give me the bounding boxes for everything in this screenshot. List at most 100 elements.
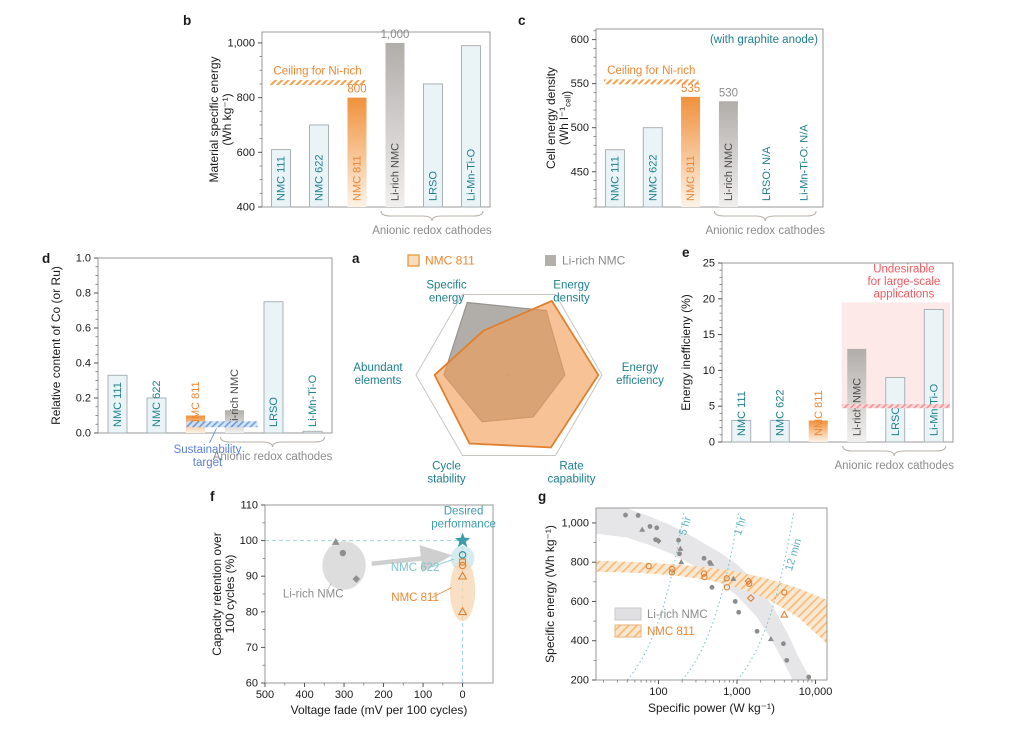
x-tick-label: 300 [335, 689, 353, 701]
bar-nmc-111 [107, 374, 128, 434]
radar-axis-label: energy [429, 292, 464, 304]
bar-category-label: NMC 111 [276, 156, 288, 201]
y-tick-label: 70 [246, 642, 258, 654]
radar-axis-label: Specific [426, 279, 467, 291]
plot-frame [261, 31, 491, 208]
plot-frame [595, 28, 824, 208]
undesirable-label: applications [874, 288, 935, 300]
panel-letter: c [518, 13, 526, 28]
data-point-triangle [457, 606, 468, 616]
y-tick-label: 0 [709, 437, 715, 449]
y-axis-title: 100 cycles (%) [223, 555, 237, 634]
panel-letter: e [682, 245, 690, 260]
group-label: NMC 622 [391, 562, 440, 574]
bar-li-rich-nmc [718, 101, 738, 207]
panel-note: (with graphite anode) [710, 34, 818, 46]
bar-value-label: 530 [719, 87, 738, 99]
data-point-c [654, 525, 660, 531]
clipped-layer [596, 508, 827, 680]
bar-nmc-811 [347, 97, 367, 207]
brace [219, 436, 326, 448]
legend-label-lirich: Li-rich NMC [562, 254, 626, 268]
group-label: NMC 811 [391, 592, 439, 604]
y-tick-label: 600 [571, 34, 589, 46]
data-point-diamond [352, 575, 361, 583]
x-tick-label: 0 [460, 689, 466, 701]
threshold-hatch-line [841, 404, 950, 409]
data-point-c [781, 589, 788, 596]
y-tick-label: 0.6 [76, 323, 91, 335]
ceiling-label: Ceiling for Ni-rich [607, 65, 695, 77]
y-tick-label: 110 [240, 500, 258, 512]
data-point-c [723, 575, 730, 582]
x-tick-label: 1,000 [723, 686, 751, 698]
brace [713, 210, 817, 222]
data-point-circle [458, 551, 467, 559]
y-tick-label: 0.0 [76, 428, 91, 440]
radar-axis-label: Abundant [353, 362, 403, 374]
bar-category-label: Li-Mn-Ti-O [928, 383, 940, 436]
brace [842, 445, 947, 457]
bar-li-rich-nmc [385, 42, 405, 207]
data-point-c [700, 570, 708, 577]
rate-line-12-min [736, 511, 795, 680]
bar-value-label: 535 [681, 83, 700, 95]
plot-frame [595, 507, 828, 681]
radar-axis-label: capability [548, 474, 596, 485]
x-tick-label: 100 [649, 686, 667, 698]
legend-label-lirich: Li-rich NMC [647, 609, 708, 621]
radar-axis-label: stability [427, 474, 466, 485]
data-point-t [677, 545, 684, 551]
data-point-triangle [331, 538, 340, 545]
radar-axis-label: Rate [559, 461, 583, 473]
data-point-c [647, 524, 653, 529]
data-point-d [746, 594, 755, 603]
pointer-line [209, 428, 217, 444]
panel-letter: a [352, 251, 360, 266]
star-marker [455, 532, 471, 548]
bar-li-mn-ti-o [923, 309, 944, 443]
data-point-c [723, 584, 731, 591]
radar-axis-label: density [553, 292, 590, 304]
bar-nmc-622 [769, 420, 790, 443]
data-point-c [746, 580, 753, 587]
y-tick-label: 550 [571, 78, 589, 90]
bar-category-label: NMC 622 [774, 390, 786, 436]
data-point-circle [458, 561, 467, 570]
rate-line-label: 5 hr [677, 515, 694, 537]
sustainability-label: target [193, 457, 223, 469]
x-tick-label: 500 [256, 689, 274, 701]
brace-label: Anionic redox cathodes [834, 460, 954, 472]
plot-frame [97, 257, 333, 434]
undesirable-label: Undesirable [873, 263, 934, 275]
panel-a-radar-chart: SpecificenergyEnergydensityEnergyefficie… [352, 251, 664, 485]
radar-axis-label: Energy [622, 362, 659, 374]
bar-category-label: NMC 811 [813, 390, 825, 436]
sustainability-band [186, 421, 258, 428]
data-point-t [708, 560, 715, 566]
brace [380, 210, 484, 222]
panel-letter: b [183, 13, 191, 28]
bar-value-label: 800 [347, 84, 366, 96]
panel-b-specific-energy-chart: 400 600 800 1,000 NMC 111 NMC 622 NMC 811 Li-ri… [183, 13, 492, 237]
y-tick-label: 800 [237, 92, 255, 104]
bar-category-label: LRSO [890, 406, 902, 436]
desired-performance-label: Desired [444, 506, 484, 518]
data-point-circle [339, 549, 347, 557]
band-li-rich-nmc [596, 508, 812, 680]
bar-value-label: 1,000 [381, 29, 410, 41]
y-axis-title: Specific energy (Wh kg⁻¹) [543, 525, 557, 663]
panel-c-energy-density-chart: 450 500 550 600 NMC 111 NMC 622 NMC 811 Li-rich… [518, 13, 825, 237]
y-tick-label: 600 [237, 147, 255, 159]
radar-grid-hexagon [415, 294, 603, 456]
data-point-c [701, 573, 708, 581]
pointer-line [431, 587, 452, 598]
y-tick-label: 80 [246, 606, 258, 618]
y-tick-label: 450 [571, 166, 589, 178]
data-point-d [655, 537, 662, 544]
bar-category-label: NMC 811 [685, 155, 697, 201]
y-tick-label: 1.0 [76, 253, 91, 265]
data-point-c [668, 569, 676, 576]
bar-category-label: NMC 622 [151, 381, 163, 427]
